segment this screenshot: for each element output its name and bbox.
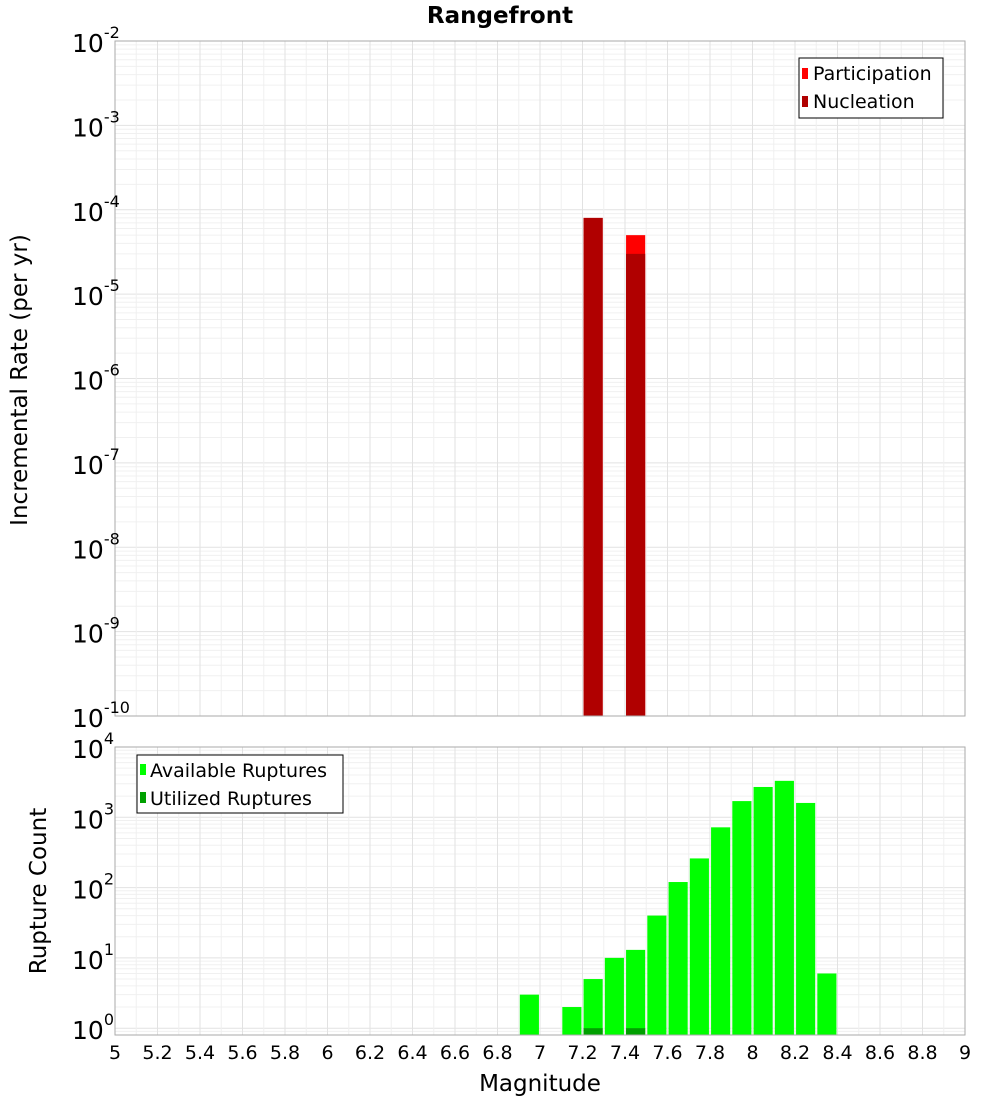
x-tick-label: 8.8 [907,1042,937,1064]
y-tick-label: 102 [72,870,114,905]
x-tick-label: 9 [959,1042,971,1064]
x-tick-label: 8.2 [780,1042,810,1064]
rate-legend-box [798,57,944,119]
bar-available-ruptures-m8.25 [796,802,816,1035]
legend-label-nucleation: Nucleation [813,91,915,113]
legend-swatch-participation [802,68,808,79]
y-tick-label: 10-8 [72,529,120,564]
rate-panel-grid [114,40,966,717]
y-tick-label: 10-3 [72,107,120,142]
bar-available-ruptures-m7.45 [626,949,646,1035]
bar-available-ruptures-m7.25 [583,979,603,1035]
x-tick-label: 7.6 [652,1042,682,1064]
bar-nucleation-m7.25 [583,217,603,716]
legend-label-utilized-ruptures: Utilized Ruptures [150,788,312,810]
count-y-axis-label: Rupture Count [26,808,52,974]
y-tick-label: 104 [72,729,114,764]
x-tick-label: 5.6 [227,1042,257,1064]
y-tick-label: 10-2 [72,23,120,58]
legend-swatch-available-ruptures [140,764,146,775]
bar-available-ruptures-m8.05 [753,786,773,1035]
y-tick-exponent: -5 [104,276,120,295]
x-tick-label: 7.8 [695,1042,725,1064]
count-panel-bars [519,780,837,1035]
y-tick-label: 101 [72,940,114,975]
rate-panel-frame [114,40,966,717]
x-tick-label: 6.6 [440,1042,470,1064]
x-tick-label: 7 [534,1042,546,1064]
y-tick-exponent: 0 [104,1010,114,1029]
y-tick-label: 10-9 [72,614,120,649]
x-tick-label: 7.4 [610,1042,640,1064]
x-tick-label: 8 [746,1042,758,1064]
bar-available-ruptures-m6.95 [519,994,539,1035]
y-tick-exponent: -6 [104,361,120,380]
x-tick-label: 7.2 [567,1042,597,1064]
bar-available-ruptures-m7.65 [668,882,688,1035]
y-tick-exponent: -7 [104,445,120,464]
y-tick-exponent: -4 [104,192,120,211]
legend-swatch-utilized-ruptures [140,792,146,803]
count-legend: Available Ruptures Utilized Ruptures [136,754,344,814]
y-tick-exponent: 2 [104,870,114,889]
y-tick-exponent: 1 [104,940,114,959]
x-tick-label: 5.4 [185,1042,215,1064]
x-axis-label: Magnitude [479,1071,601,1097]
y-tick-label: 10-10 [72,698,130,733]
bar-available-ruptures-m8.15 [774,780,794,1035]
bar-available-ruptures-m7.85 [711,827,731,1035]
x-tick-label: 5.2 [142,1042,172,1064]
x-tick-label: 6.4 [397,1042,427,1064]
y-tick-label: 100 [72,1010,114,1045]
y-tick-label: 10-6 [72,361,120,396]
y-tick-label: 10-7 [72,445,120,480]
y-tick-label: 10-5 [72,276,120,311]
legend-swatch-nucleation [802,96,808,107]
x-tick-label: 5.8 [270,1042,300,1064]
y-tick-exponent: -10 [104,698,130,717]
count-legend-box [136,754,344,814]
bar-available-ruptures-m7.75 [689,858,709,1035]
count-panel-grid [114,746,966,1036]
x-tick-label: 6.8 [482,1042,512,1064]
x-tick-label: 8.4 [822,1042,852,1064]
chart-title: Rangefront [427,3,573,29]
x-tick-label: 8.6 [865,1042,895,1064]
x-ticks: 5 5.2 5.4 5.6 5.8 6 6.2 6.4 6.6 6.8 7 7.2 7.4 7.6 7.8 8… [109,1042,971,1064]
bar-utilized-ruptures-m7.45 [626,1028,646,1035]
y-tick-exponent: 4 [104,729,114,748]
y-tick-exponent: -8 [104,529,120,548]
x-tick-label: 6.2 [355,1042,385,1064]
bar-available-ruptures-m8.35 [817,973,837,1035]
y-tick-label: 103 [72,799,114,834]
bar-available-ruptures-m7.55 [647,915,667,1035]
y-tick-exponent: -9 [104,614,120,633]
y-tick-label: 10-4 [72,192,120,227]
rate-y-axis-label: Incremental Rate (per yr) [7,234,33,526]
y-tick-exponent: -3 [104,107,120,126]
rate-legend: Participation Nucleation [798,57,944,119]
bar-available-ruptures-m7.15 [562,1007,582,1035]
rate-panel-bars [583,217,646,716]
y-tick-exponent: 3 [104,799,114,818]
count-panel-frame [114,746,966,1036]
bar-available-ruptures-m7.95 [732,801,752,1035]
legend-label-available-ruptures: Available Ruptures [150,760,327,782]
x-tick-label: 6 [321,1042,333,1064]
x-tick-label: 5 [109,1042,121,1064]
bar-available-ruptures-m7.35 [604,957,624,1035]
legend-label-participation: Participation [813,63,932,85]
bar-utilized-ruptures-m7.25 [583,1028,603,1035]
y-tick-exponent: -2 [104,23,120,42]
bar-nucleation-m7.45 [626,253,646,716]
